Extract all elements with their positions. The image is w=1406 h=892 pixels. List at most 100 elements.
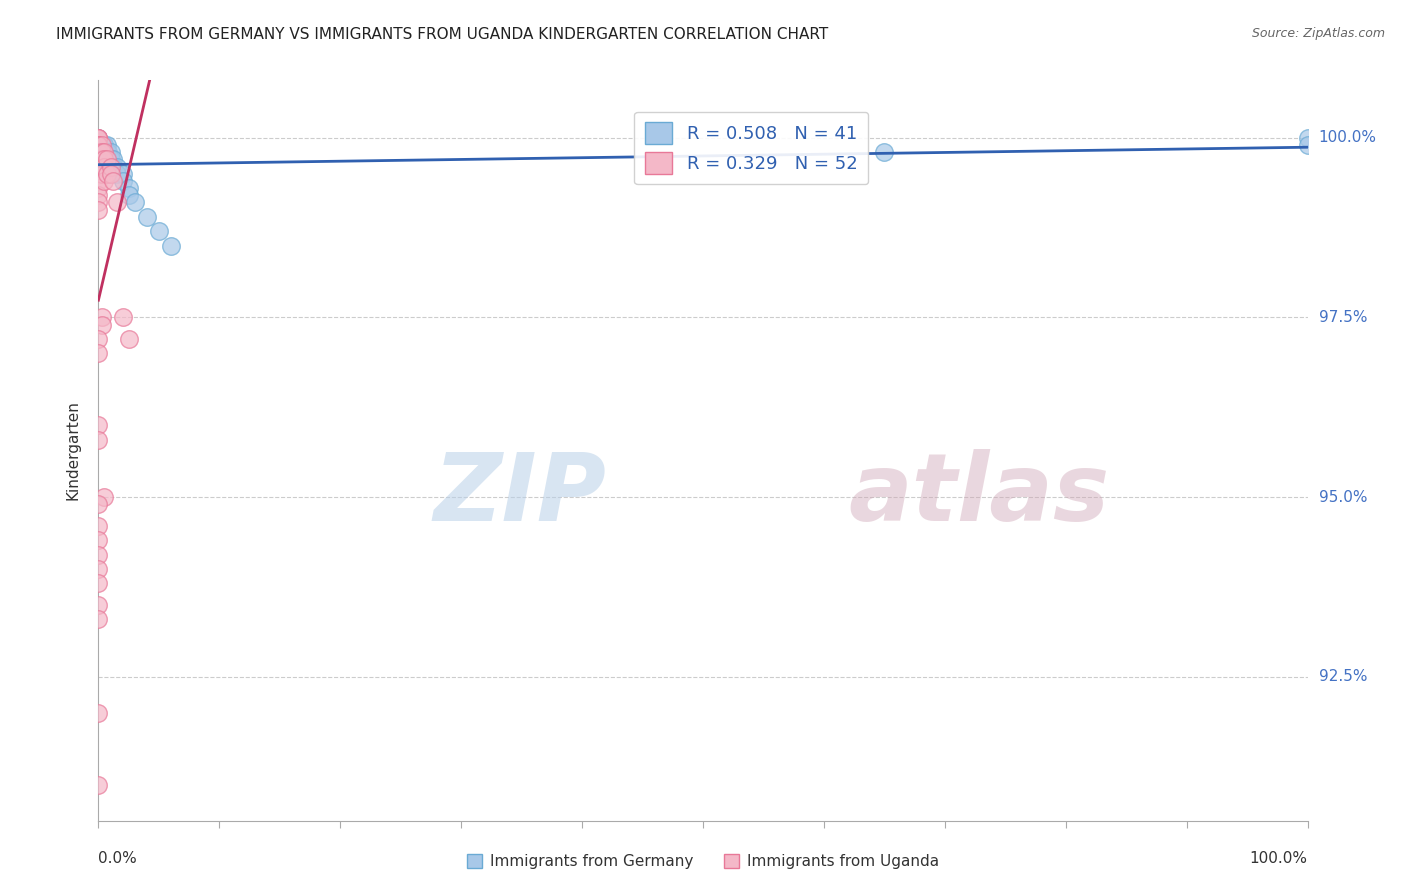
Point xyxy=(87,346,110,360)
Point xyxy=(87,433,110,447)
Point xyxy=(87,138,110,153)
Point xyxy=(93,160,115,174)
Point xyxy=(87,533,110,548)
Point xyxy=(91,138,114,153)
Point xyxy=(93,145,115,160)
Point xyxy=(91,153,114,167)
Point xyxy=(87,160,110,174)
Point xyxy=(91,160,114,174)
Text: atlas: atlas xyxy=(848,449,1109,541)
Point xyxy=(87,598,110,612)
Point xyxy=(93,145,115,160)
Point xyxy=(93,174,115,188)
Point xyxy=(87,195,110,210)
Point xyxy=(87,138,110,153)
Point xyxy=(1296,138,1319,153)
Point xyxy=(87,138,110,153)
Point xyxy=(87,130,110,145)
Point xyxy=(96,153,118,167)
Point xyxy=(100,160,122,174)
Point xyxy=(93,490,115,504)
Point xyxy=(148,224,170,238)
Point xyxy=(87,778,110,792)
Point xyxy=(87,153,110,167)
Point xyxy=(91,318,114,332)
Point xyxy=(93,153,115,167)
Point xyxy=(105,167,128,181)
Point xyxy=(111,167,134,181)
Point xyxy=(105,160,128,174)
Text: 95.0%: 95.0% xyxy=(1319,490,1367,505)
Y-axis label: Kindergarten: Kindergarten xyxy=(65,401,80,500)
Point xyxy=(91,167,114,181)
Point xyxy=(91,153,114,167)
Point xyxy=(91,138,114,153)
Point xyxy=(100,167,122,181)
Point xyxy=(96,167,118,181)
Point xyxy=(1296,130,1319,145)
Text: IMMIGRANTS FROM GERMANY VS IMMIGRANTS FROM UGANDA KINDERGARTEN CORRELATION CHART: IMMIGRANTS FROM GERMANY VS IMMIGRANTS FR… xyxy=(56,27,828,42)
Point xyxy=(87,153,110,167)
Point xyxy=(87,202,110,217)
Point xyxy=(87,706,110,720)
Point xyxy=(87,138,110,153)
Point xyxy=(93,138,115,153)
Point xyxy=(87,188,110,202)
Point xyxy=(87,153,110,167)
Text: Source: ZipAtlas.com: Source: ZipAtlas.com xyxy=(1251,27,1385,40)
Point xyxy=(118,332,141,346)
Point xyxy=(87,130,110,145)
Point xyxy=(87,130,110,145)
Point xyxy=(87,160,110,174)
Point xyxy=(87,153,110,167)
Legend: R = 0.508   N = 41, R = 0.329   N = 52: R = 0.508 N = 41, R = 0.329 N = 52 xyxy=(634,112,869,185)
Point xyxy=(87,181,110,195)
Text: 100.0%: 100.0% xyxy=(1250,851,1308,866)
Text: 92.5%: 92.5% xyxy=(1319,669,1367,684)
Point xyxy=(100,160,122,174)
Point xyxy=(105,195,128,210)
Point xyxy=(91,145,114,160)
Point xyxy=(87,167,110,181)
Legend: Immigrants from Germany, Immigrants from Uganda: Immigrants from Germany, Immigrants from… xyxy=(461,848,945,875)
Point xyxy=(87,138,110,153)
Point xyxy=(118,181,141,195)
Point xyxy=(91,138,114,153)
Point xyxy=(97,153,120,167)
Point xyxy=(111,310,134,325)
Point xyxy=(91,145,114,160)
Point xyxy=(93,153,115,167)
Text: 97.5%: 97.5% xyxy=(1319,310,1367,325)
Point xyxy=(96,138,118,153)
Point xyxy=(100,145,122,160)
Text: ZIP: ZIP xyxy=(433,449,606,541)
Point xyxy=(87,130,110,145)
Point xyxy=(87,548,110,562)
Point xyxy=(87,174,110,188)
Point xyxy=(87,418,110,433)
Point xyxy=(111,174,134,188)
Point xyxy=(87,497,110,511)
Point xyxy=(101,160,124,174)
Point xyxy=(91,310,114,325)
Point xyxy=(135,210,157,224)
Point xyxy=(87,145,110,160)
Point xyxy=(96,153,118,167)
Point xyxy=(96,145,118,160)
Point xyxy=(100,153,122,167)
Point xyxy=(87,145,110,160)
Point xyxy=(87,612,110,626)
Point xyxy=(124,195,146,210)
Text: 0.0%: 0.0% xyxy=(98,851,138,866)
Point xyxy=(87,332,110,346)
Point xyxy=(118,188,141,202)
Point xyxy=(87,145,110,160)
Point xyxy=(87,576,110,591)
Point xyxy=(101,174,124,188)
Point xyxy=(87,562,110,576)
Point xyxy=(87,519,110,533)
Point xyxy=(93,153,115,167)
Text: 100.0%: 100.0% xyxy=(1319,130,1376,145)
Point xyxy=(160,238,183,252)
Point xyxy=(93,138,115,153)
